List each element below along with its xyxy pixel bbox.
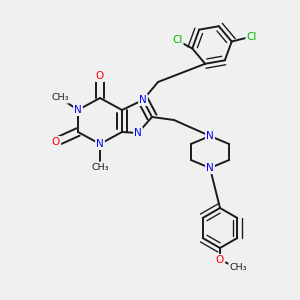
Text: N: N bbox=[96, 139, 104, 149]
Text: Cl: Cl bbox=[247, 32, 257, 41]
Text: CH₃: CH₃ bbox=[91, 163, 109, 172]
Text: N: N bbox=[206, 163, 214, 173]
Text: Cl: Cl bbox=[172, 35, 182, 46]
Text: CH₃: CH₃ bbox=[229, 263, 247, 272]
Text: O: O bbox=[52, 137, 60, 147]
Text: N: N bbox=[139, 95, 147, 105]
Text: N: N bbox=[74, 105, 82, 115]
Text: N: N bbox=[134, 128, 142, 138]
Text: CH₃: CH₃ bbox=[51, 94, 69, 103]
Text: N: N bbox=[206, 131, 214, 141]
Text: O: O bbox=[96, 71, 104, 81]
Text: O: O bbox=[216, 255, 224, 265]
